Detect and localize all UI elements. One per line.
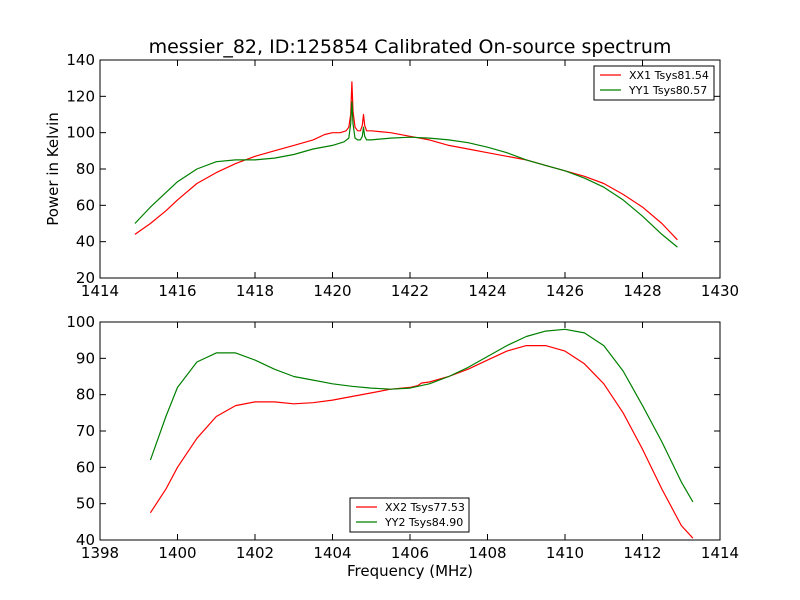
y-tick-label: 100 [66, 124, 95, 142]
x-tick-label: 1404 [313, 544, 351, 562]
x-tick-label: 1398 [81, 544, 119, 562]
y-tick-label: 40 [76, 233, 95, 251]
series-line-1 [149, 345, 694, 539]
x-tick-label: 1400 [158, 544, 196, 562]
y-axis-label: Power in Kelvin [44, 112, 62, 226]
figure-title: messier_82, ID:125854 Calibrated On-sour… [149, 36, 672, 58]
legend: XX2 Tsys77.53 YY2 Tsys84.90 [349, 497, 470, 533]
x-tick-label: 1410 [546, 544, 584, 562]
y-tick-label: 40 [76, 531, 95, 549]
legend-label-2: YY1 Tsys80.57 [628, 84, 707, 97]
x-tick-label: 1430 [701, 282, 739, 300]
x-tick-label: 1428 [623, 282, 661, 300]
x-tick-label: 1414 [81, 282, 119, 300]
legend-label-1: XX2 Tsys77.53 [385, 501, 465, 514]
legend-label-1: XX1 Tsys81.54 [629, 69, 709, 82]
x-tick-label: 1416 [158, 282, 196, 300]
x-tick-label: 1426 [546, 282, 584, 300]
x-axis-label: Frequency (MHz) [347, 562, 473, 580]
x-tick-label: 1408 [468, 544, 506, 562]
y-tick-label: 60 [76, 196, 95, 214]
x-tick-label: 1406 [391, 544, 429, 562]
x-tick-label: 1418 [236, 282, 274, 300]
y-tick-label: 80 [76, 386, 95, 404]
x-tick-label: 1420 [313, 282, 351, 300]
y-tick-label: 50 [76, 495, 95, 513]
legend-box [593, 65, 715, 101]
legend-box [349, 497, 470, 533]
y-tick-label: 90 [76, 349, 95, 367]
bottom-spectrum-panel: 1398 1400 1402 1404 1406 1408 1410 1412 1414 40 50… [66, 313, 739, 562]
series-line-2 [149, 328, 694, 503]
x-tick-label: 1402 [236, 544, 274, 562]
y-tick-label: 70 [76, 422, 95, 440]
y-tick-label: 120 [66, 87, 95, 105]
y-tick-label: 20 [76, 269, 95, 287]
series-line-2 [134, 101, 678, 248]
x-tick-label: 1412 [623, 544, 661, 562]
x-tick-label: 1414 [701, 544, 739, 562]
y-tick-label: 140 [66, 51, 95, 69]
legend: XX1 Tsys81.54 YY1 Tsys80.57 [593, 65, 715, 101]
top-spectrum-panel: 1414 1416 1418 1420 1422 1424 1426 1428 1430 20 40… [66, 51, 739, 300]
y-tick-label: 60 [76, 458, 95, 476]
x-tick-label: 1422 [391, 282, 429, 300]
y-tick-label: 80 [76, 160, 95, 178]
y-tick-label: 100 [66, 313, 95, 331]
legend-label-2: YY2 Tsys84.90 [384, 516, 463, 529]
x-tick-label: 1424 [468, 282, 506, 300]
